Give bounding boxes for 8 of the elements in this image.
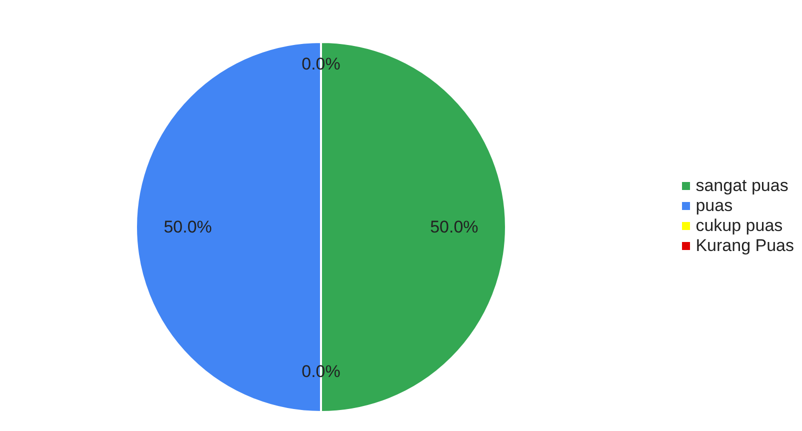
legend-label: Kurang Puas — [696, 236, 794, 256]
legend-label: puas — [696, 196, 733, 216]
text: 0.0% — [302, 362, 340, 381]
data-label: 50.0% — [430, 218, 478, 236]
legend-label: sangat puas — [696, 176, 788, 196]
legend-label: cukup puas — [696, 216, 783, 236]
data-label: 50.0% — [164, 218, 212, 236]
text: 0.0% — [302, 54, 340, 74]
